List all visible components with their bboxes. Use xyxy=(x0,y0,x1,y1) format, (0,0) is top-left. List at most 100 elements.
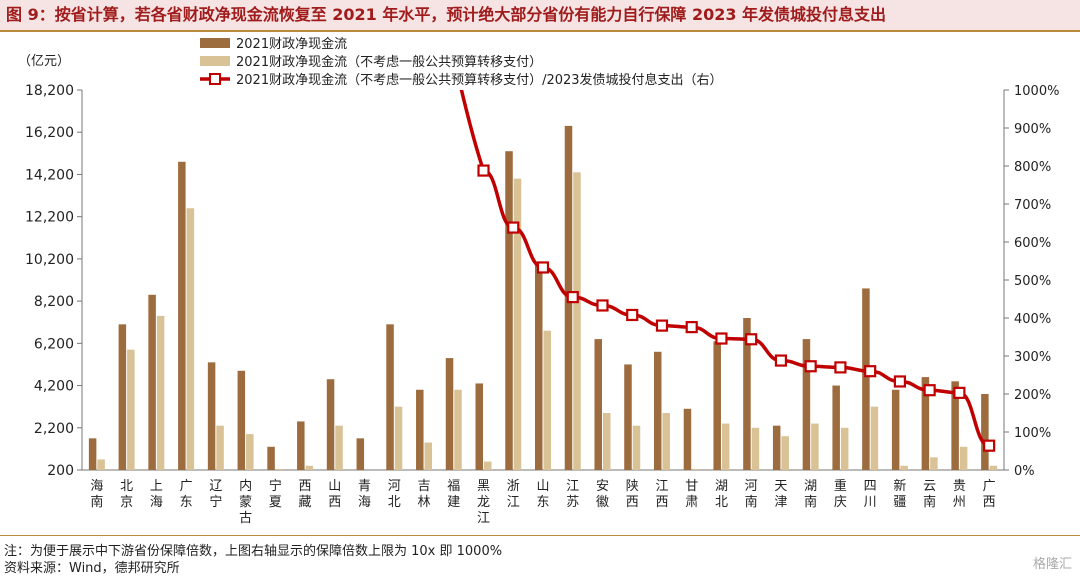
ratio-point-marker xyxy=(715,332,728,345)
category-label-char: 浙 xyxy=(507,479,520,494)
bar-net-cashflow-excl-transfer xyxy=(156,315,165,470)
bar-net-cashflow xyxy=(356,438,365,470)
legend-swatch-bar1 xyxy=(200,38,230,48)
category-label-char: 徽 xyxy=(596,495,609,510)
bar-net-cashflow-excl-transfer xyxy=(959,446,968,470)
ratio-point-marker xyxy=(804,360,817,373)
category-label-char: 河 xyxy=(745,479,758,494)
title-divider xyxy=(0,30,1080,32)
category-label-char: 山 xyxy=(536,479,549,494)
category-label-char: 京 xyxy=(120,495,133,510)
bar-net-cashflow-excl-transfer xyxy=(602,413,611,470)
category-label-char: 肃 xyxy=(685,495,698,510)
right-tick-label: 500% xyxy=(1014,274,1051,289)
category-label-char: 宁 xyxy=(269,478,282,494)
right-tick-label: 300% xyxy=(1014,350,1051,365)
bar-net-cashflow-excl-transfer xyxy=(721,423,730,470)
legend-swatch-marker xyxy=(209,73,221,85)
right-tick-label: 200% xyxy=(1014,388,1051,403)
category-label-char: 建 xyxy=(447,495,460,510)
legend-label-bar1: 2021财政净现金流 xyxy=(236,36,347,52)
category-label-char: 州 xyxy=(953,495,966,510)
category-label-char: 甘 xyxy=(685,479,698,494)
category-label: 西藏 xyxy=(299,479,312,510)
category-label-char: 川 xyxy=(864,495,877,510)
bar-net-cashflow-excl-transfer xyxy=(216,425,224,470)
category-label: 四川 xyxy=(864,479,877,510)
category-label-char: 林 xyxy=(418,495,431,510)
figure-title: 图 9：按省计算，若各省财政净现金流恢复至 2021 年水平，预计绝大部分省份有… xyxy=(0,0,1080,30)
category-label-char: 东 xyxy=(536,495,549,510)
category-label-char: 西 xyxy=(655,495,668,510)
left-tick-label: 10,200 xyxy=(25,252,74,268)
category-label: 北京 xyxy=(120,479,133,510)
bar-net-cashflow-excl-transfer xyxy=(989,465,998,470)
ratio-point-marker xyxy=(477,164,490,177)
bar-net-cashflow xyxy=(981,394,989,470)
category-label-char: 龙 xyxy=(477,495,490,510)
bar-net-cashflow-excl-transfer xyxy=(573,172,581,471)
category-label-char: 山 xyxy=(328,479,341,494)
bar-net-cashflow xyxy=(594,339,602,470)
bar-net-cashflow xyxy=(743,318,751,470)
ratio-point-marker xyxy=(655,319,669,332)
category-label-char: 内 xyxy=(239,478,252,494)
category-label-char: 新 xyxy=(893,478,906,494)
category-label-char: 河 xyxy=(388,479,401,494)
category-label-char: 南 xyxy=(804,494,817,510)
legend-label-line: 2021财政净现金流（不考虑一般公共预算转移支付）/2023发债城投付息支出（右… xyxy=(236,72,723,88)
footer-divider xyxy=(0,535,1080,536)
bar-net-cashflow xyxy=(148,294,156,470)
ratio-point-marker xyxy=(893,375,907,388)
bar-net-cashflow xyxy=(653,351,662,470)
right-tick-label: 400% xyxy=(1014,312,1051,327)
category-label: 山西 xyxy=(328,479,341,510)
footnote: 注：为便于展示中下游省份保障倍数，上图右轴显示的保障倍数上限为 10x 即 10… xyxy=(4,544,503,559)
category-label-char: 北 xyxy=(120,479,133,494)
left-axis-unit: （亿元） xyxy=(18,54,70,69)
category-label-char: 陕 xyxy=(626,479,639,494)
bar-net-cashflow xyxy=(445,358,454,470)
category-label: 上海 xyxy=(150,479,163,510)
category-label: 辽宁 xyxy=(209,479,222,510)
bar-net-cashflow xyxy=(207,362,216,470)
ratio-point-marker xyxy=(923,384,936,397)
category-label-char: 东 xyxy=(180,495,193,510)
category-label: 陕西 xyxy=(626,479,639,510)
bar-net-cashflow xyxy=(267,446,275,470)
category-label-char: 广 xyxy=(983,479,996,494)
category-label-char: 夏 xyxy=(269,495,282,510)
category-label-char: 福 xyxy=(447,479,460,494)
category-label-char: 江 xyxy=(507,495,520,510)
bar-net-cashflow-excl-transfer xyxy=(424,442,433,470)
ratio-point-marker xyxy=(507,221,520,234)
category-label: 山东 xyxy=(536,479,549,510)
legend-swatch-bar2 xyxy=(200,56,230,66)
bar-net-cashflow-excl-transfer xyxy=(97,459,105,470)
category-label-char: 庆 xyxy=(834,495,847,510)
bar-net-cashflow xyxy=(772,425,781,470)
category-label-char: 安 xyxy=(596,479,609,494)
category-label-char: 江 xyxy=(566,479,579,494)
bar-net-cashflow xyxy=(88,438,97,470)
left-tick-label: 200 xyxy=(47,463,74,479)
bar-net-cashflow xyxy=(891,389,900,470)
bar-net-cashflow xyxy=(416,389,424,470)
category-label-char: 古 xyxy=(239,511,252,526)
ratio-point-marker xyxy=(953,386,966,399)
legend-label-bar2: 2021财政净现金流（不考虑一般公共预算转移支付） xyxy=(236,54,542,70)
ratio-point-marker xyxy=(626,308,639,322)
category-label: 河北 xyxy=(388,479,401,510)
bar-net-cashflow xyxy=(237,370,246,470)
ratio-point-marker xyxy=(983,439,996,452)
ratio-point-marker xyxy=(745,333,758,346)
left-tick-label: 12,200 xyxy=(25,210,74,226)
category-label-char: 江 xyxy=(655,479,668,494)
bar-net-cashflow-excl-transfer xyxy=(930,457,938,470)
source-note: 资料来源：Wind，德邦研究所 xyxy=(4,561,180,576)
category-label-char: 上 xyxy=(150,479,163,494)
category-label-char: 西 xyxy=(626,495,639,510)
category-label-char: 湖 xyxy=(804,479,817,494)
category-label-char: 南 xyxy=(90,494,103,510)
ratio-point-marker xyxy=(536,261,550,274)
